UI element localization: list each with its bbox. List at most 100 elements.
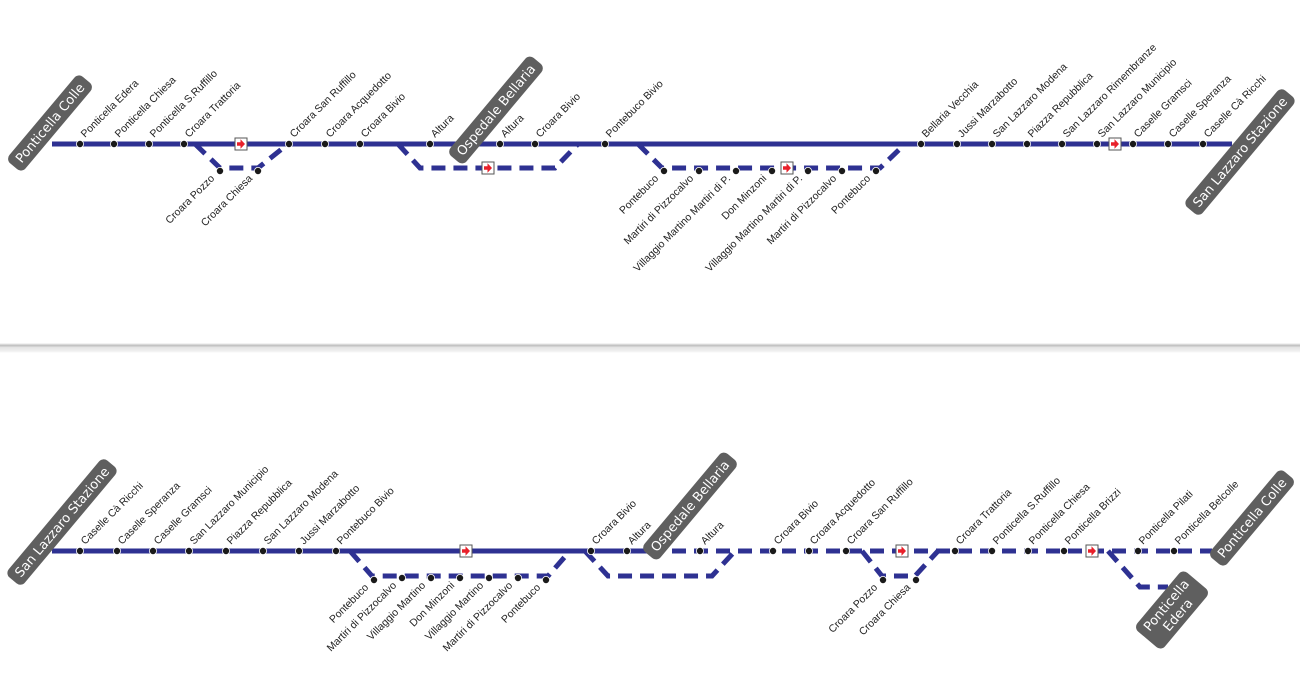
stop-dot [294,547,303,556]
stop-dot [1199,139,1208,148]
stop-label: Croara San Ruffillo [845,476,916,547]
stop-dot [1058,139,1067,148]
terminal-name: Ospedale Bellaria [648,458,733,555]
stop-dot [953,139,962,148]
terminal-box [643,452,737,560]
stop-dot [76,547,85,556]
stop-dot [1060,547,1069,556]
stop-dot [1024,547,1033,556]
stop-dot [184,547,193,556]
terminal-box [449,56,543,164]
stop-dot [425,139,434,148]
branch-line [1106,549,1168,590]
stop-label: Ponticella S.Ruffillo [991,475,1063,547]
stop-dot [1093,139,1102,148]
stop-label: Ponticella Chiesa [1027,481,1093,547]
terminal-label: Ospedale Bellaria [449,56,543,164]
stop-dot [144,139,153,148]
stop-dot [542,576,551,585]
branch-line [636,142,907,171]
arrow-right-icon [895,544,909,558]
stop-dot [514,574,523,583]
branch-line [193,142,290,171]
stop-dot [531,139,540,148]
stop-label: Ponticella Chiesa [113,74,179,140]
arrow-right-icon [780,161,794,175]
stop-dot [838,166,847,175]
terminal-box [1210,470,1294,566]
branch-line [583,549,737,579]
section-divider [0,343,1300,353]
stop-dot [872,166,881,175]
stop-dot [110,139,119,148]
stop-dot [397,574,406,583]
stop-label: Croara Acquedotto [324,70,395,141]
stop-dot [587,547,596,556]
stop-label: Croara Acquedotto [808,477,879,548]
stop-label: Piazza Repubblica [1026,70,1096,140]
stop-label: Caselle Speranza [116,480,183,547]
stop-dot [988,547,997,556]
stop-dot [768,166,777,175]
stop-dot [1134,547,1143,556]
stop-dot [912,576,921,585]
stop-dot [258,547,267,556]
stop-dot [695,166,704,175]
arrow-glyph [898,546,906,556]
terminal-name: Ponticella Colle [13,81,88,166]
stop-label: Piazza Repubblica [225,477,295,547]
stop-dot [284,139,293,148]
stop-dot [484,574,493,583]
terminal-box [1136,571,1208,649]
stop-dot [426,574,435,583]
terminal-box [8,75,92,171]
stop-label: Croara San Ruffillo [288,69,359,140]
terminal-box [7,459,117,585]
stop-label: Altura [429,112,457,140]
stop-dot [601,139,610,148]
stop-dot [331,547,340,556]
stop-label: Caselle Speranza [1167,73,1234,140]
stop-dot [221,547,230,556]
arrow-glyph [783,163,791,173]
terminal-label: Ponticella Colle [1210,470,1294,566]
stop-dot [805,547,814,556]
stop-dot [215,166,224,175]
arrow-glyph [462,546,470,556]
stop-dot [769,547,778,556]
stop-label: Martiri di Pizzocalvo [622,173,697,248]
arrow-right-icon [481,161,495,175]
arrow-right-icon [1085,544,1099,558]
stop-dot [804,166,813,175]
stop-label: Croara Bivio [534,91,583,140]
arrow-right-icon [1108,137,1122,151]
stop-label: Pontebuco Bivio [604,78,666,140]
stop-dot [148,547,157,556]
stop-dot [253,166,262,175]
branch-line [860,549,940,579]
arrow-glyph [484,163,492,173]
stop-dot [495,139,504,148]
stop-dot [879,576,888,585]
stop-dot [76,139,85,148]
stop-dot [842,547,851,556]
stop-dot [1023,139,1032,148]
stop-dot [455,574,464,583]
terminal-label: Ospedale Bellaria [643,452,737,560]
stop-dot [988,139,997,148]
stop-dot [113,547,122,556]
terminal-name: San Lazzaro Stazione [1191,95,1292,211]
terminal-box [1185,89,1295,215]
stop-dot [696,547,705,556]
stop-dot [1164,139,1173,148]
stop-dot [1129,139,1138,148]
stop-dot [179,139,188,148]
stop-dot [355,139,364,148]
arrow-right-icon [234,137,248,151]
stop-dot [660,166,669,175]
arrow-right-icon [459,544,473,558]
stop-dot [320,139,329,148]
stop-dot [951,547,960,556]
